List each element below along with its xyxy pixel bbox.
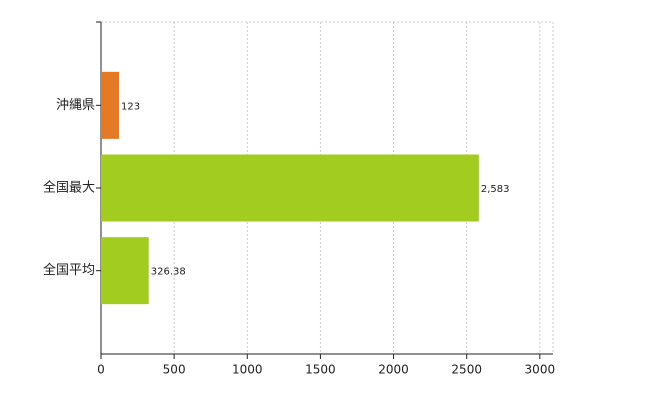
x-tick-label: 1000	[232, 363, 263, 377]
bar	[101, 237, 149, 305]
x-tick-label: 2500	[451, 363, 482, 377]
x-tick-label: 500	[163, 363, 186, 377]
x-tick-label: 1500	[305, 363, 336, 377]
x-tick-label: 3000	[525, 363, 556, 377]
x-tick-label: 2000	[378, 363, 409, 377]
y-tick-label: 全国平均	[43, 262, 95, 278]
bar	[101, 154, 479, 222]
x-tick-label: 0	[97, 363, 105, 377]
value-label: 123	[121, 101, 140, 112]
value-label: 2,583	[481, 184, 510, 195]
bar	[101, 71, 119, 139]
y-tick-label: 全国最大	[43, 180, 95, 196]
y-tick-label: 沖縄県	[56, 98, 95, 113]
value-label: 326.38	[151, 267, 186, 278]
